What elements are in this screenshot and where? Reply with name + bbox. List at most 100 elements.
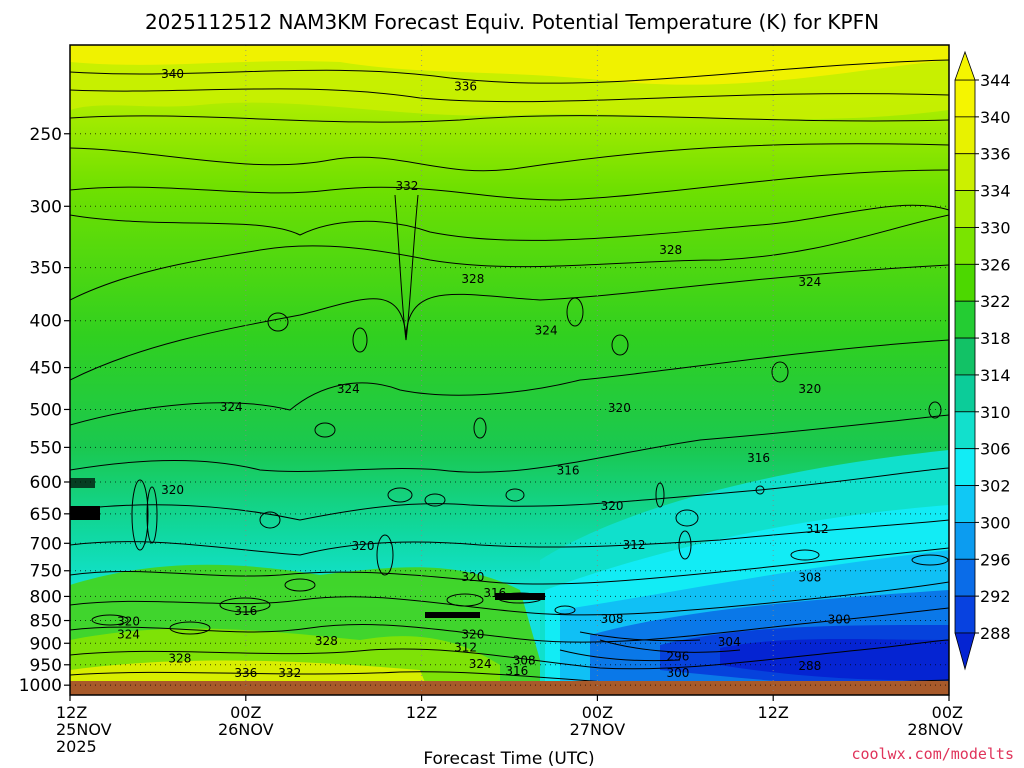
colorbar-swatch — [954, 300, 976, 339]
y-tick-label: 450 — [30, 359, 62, 379]
dark-band-left-upper — [70, 478, 95, 488]
y-tick-label: 350 — [30, 259, 62, 279]
colorbar-swatch — [954, 263, 976, 302]
colorbar-label: 344 — [980, 71, 1011, 90]
colorbar-swatch — [954, 227, 976, 265]
colorbar-label: 318 — [980, 329, 1011, 348]
colorbar-label: 310 — [980, 403, 1011, 422]
dark-band-mid-lower — [425, 612, 480, 618]
y-tick-label: 600 — [30, 473, 62, 493]
x-tick-label: 25NOV — [56, 720, 112, 739]
y-tick-label: 300 — [30, 197, 62, 217]
x-axis-label: Forecast Time (UTC) — [423, 749, 594, 768]
contour-label: 320 — [117, 614, 140, 628]
y-tick-label: 250 — [30, 125, 62, 145]
x-tick-label: 27NOV — [570, 720, 626, 739]
contour-label: 316 — [483, 586, 506, 600]
contour-label: 316 — [505, 664, 528, 678]
colorbar-swatch — [954, 558, 976, 597]
y-tick-label: 400 — [30, 312, 62, 332]
x-tick-label: 28NOV — [907, 720, 963, 739]
contour-label: 328 — [168, 651, 191, 665]
colorbar-swatch — [954, 79, 976, 118]
colorbar-swatch — [954, 485, 976, 523]
contour-label: 320 — [798, 382, 821, 396]
colorbar-label: 336 — [980, 145, 1011, 164]
colorbar-swatch — [954, 595, 976, 634]
terrain-strip — [70, 681, 949, 695]
watermark: coolwx.com/modelts — [851, 745, 1014, 763]
contour-label: 312 — [454, 641, 477, 655]
contour-label: 324 — [117, 627, 140, 641]
x-tick-label: 00Z — [582, 703, 613, 722]
contour-label: 316 — [234, 604, 257, 618]
y-tick-label: 500 — [30, 400, 62, 420]
y-tick-label: 1000 — [19, 676, 62, 696]
y-tick-label: 750 — [30, 562, 62, 582]
colorbar-label: 314 — [980, 366, 1011, 385]
contour-label: 300 — [667, 666, 690, 680]
contour-label: 340 — [161, 67, 184, 81]
y-tick-label: 700 — [30, 534, 62, 554]
x-tick-label: 2025 — [56, 737, 97, 756]
contour-label: 324 — [337, 382, 360, 396]
colorbar-label: 300 — [980, 513, 1011, 532]
contour-label: 332 — [395, 179, 418, 193]
colorbar-label: 330 — [980, 218, 1011, 237]
contour-label: 332 — [278, 666, 301, 680]
colorbar-swatch — [954, 448, 976, 486]
colorbar-label: 340 — [980, 108, 1011, 127]
x-tick-label: 00Z — [932, 703, 963, 722]
contour-label: 304 — [718, 635, 741, 649]
colorbar-swatch — [954, 522, 976, 560]
contour-label: 320 — [461, 570, 484, 584]
contour-label: 324 — [469, 657, 492, 671]
colorbar-swatch — [954, 411, 976, 450]
contour-label: 320 — [352, 539, 375, 553]
grid-layer — [70, 45, 949, 695]
colorbar-swatch — [954, 116, 976, 155]
contour-label: 320 — [461, 627, 484, 641]
contour-label: 300 — [828, 613, 851, 627]
contour-label: 320 — [601, 499, 624, 513]
contour-label: 312 — [623, 538, 646, 552]
contour-label: 312 — [806, 522, 829, 536]
y-tick-label: 550 — [30, 438, 62, 458]
y-tick-label: 900 — [30, 634, 62, 654]
colorbar-label: 306 — [980, 440, 1011, 459]
colorbar-swatch — [954, 374, 976, 413]
plot-frame — [69, 44, 950, 696]
y-axis: 2503003504004505005506006507007508008509… — [19, 125, 70, 696]
dark-band-left — [70, 506, 100, 520]
contour-label: 316 — [557, 464, 580, 478]
contour-label: 328 — [659, 243, 682, 257]
colorbar-swatch — [954, 153, 976, 192]
x-tick-label: 12Z — [406, 703, 437, 722]
contour-label: 328 — [315, 634, 338, 648]
colorbar-label: 288 — [980, 624, 1011, 643]
x-tick-label: 12Z — [758, 703, 789, 722]
colorbar-bottom-arrow — [954, 632, 976, 671]
contour-label: 324 — [535, 324, 558, 338]
y-tick-label: 850 — [30, 612, 62, 632]
x-tick-label: 00Z — [230, 703, 261, 722]
colorbar-label: 322 — [980, 292, 1011, 311]
contour-label: 296 — [667, 649, 690, 663]
y-tick-label: 950 — [30, 656, 62, 676]
colorbar-label: 334 — [980, 182, 1011, 201]
contour-label: 308 — [513, 654, 536, 668]
contour-label: 288 — [798, 659, 821, 673]
contour-label: 328 — [461, 272, 484, 286]
contour-label: 324 — [220, 400, 243, 414]
colorbar-label: 302 — [980, 477, 1011, 496]
contour-label: 320 — [608, 401, 631, 415]
y-tick-label: 650 — [30, 505, 62, 525]
colorbar-label: 326 — [980, 255, 1011, 274]
colorbar: 344 340 336 334 330 326 322 318 314 310 306 302 300 2… — [954, 50, 1011, 671]
contour-label: 324 — [798, 275, 821, 289]
x-tick-label: 12Z — [56, 703, 87, 722]
contour-label: 308 — [601, 612, 624, 626]
